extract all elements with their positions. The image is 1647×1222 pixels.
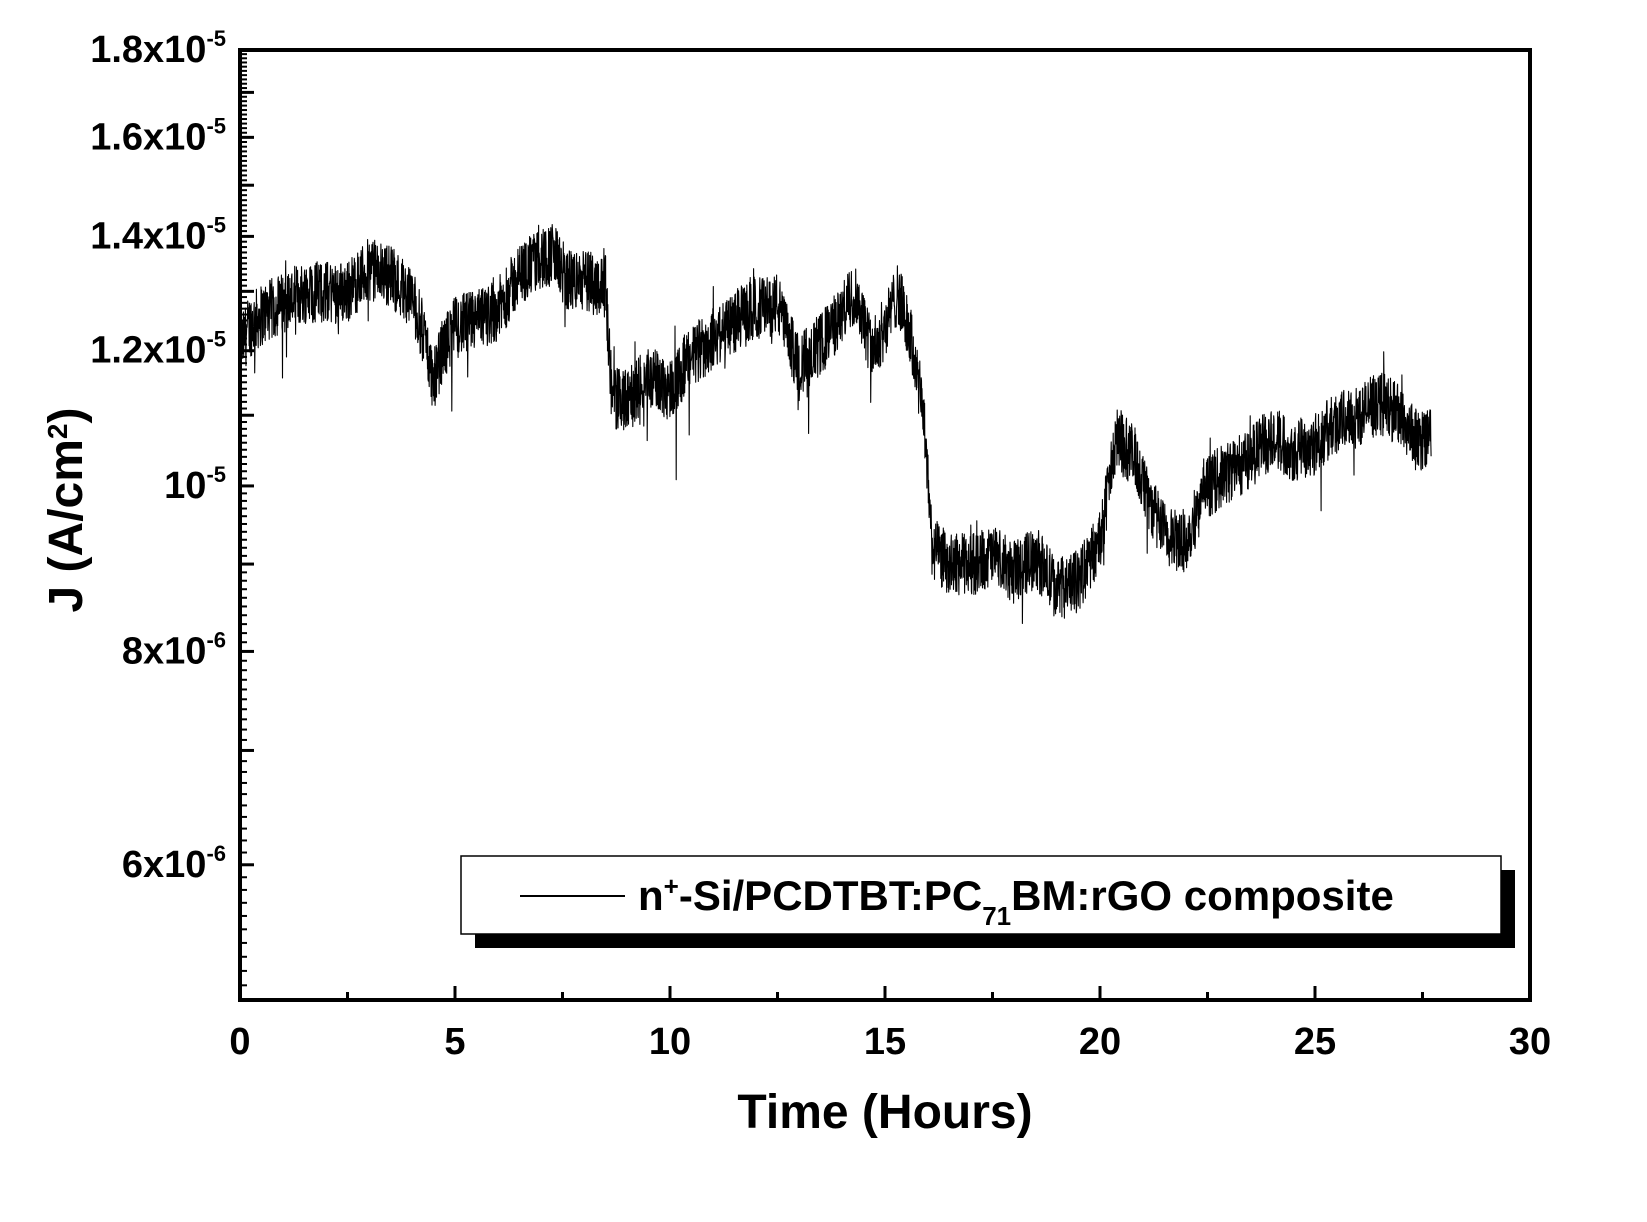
x-tick-label: 0 [229,1021,250,1063]
x-axis-title: Time (Hours) [737,1086,1032,1139]
y-tick-label: 1.8x10-5 [90,26,226,71]
series-group [239,224,1432,625]
x-tick-label: 20 [1079,1021,1121,1063]
x-tick-label: 5 [444,1021,465,1063]
y-tick-label: 1.6x10-5 [90,113,226,158]
y-axis-title-suffix: ) [40,408,93,424]
y-axis-title-sup: 2 [42,424,73,440]
legend-label-part1: n [638,872,664,919]
x-tick-label: 25 [1294,1021,1336,1063]
legend-series-label: n+-Si/PCDTBT:PC71BM:rGO composite [638,871,1394,931]
legend-label-sub: 71 [982,901,1011,931]
y-axis-title: J (A/cm2) [40,408,93,613]
y-tick-label: 8x10-6 [122,627,226,672]
y-tick-label: 1.4x10-5 [90,212,226,257]
legend-label-part2: -Si/PCDTBT:PC [679,872,982,919]
y-tick-label: 1.2x10-5 [90,327,226,372]
legend: n+-Si/PCDTBT:PC71BM:rGO composite [460,855,1515,948]
y-axis-title-prefix: J (A/cm [40,439,93,612]
y-axis-ticks: 6x10-6 8x10-6 10-5 1.2x10-5 1.4x10-5 1.6x10-5… [90,26,254,1002]
series-line [239,224,1432,625]
legend-box [460,855,1502,935]
legend-label-part3: BM:rGO composite [1011,872,1394,919]
x-axis-ticks: 0 5 10 15 20 25 30 [229,986,1551,1063]
y-tick-label: 6x10-6 [122,841,226,886]
x-tick-label: 10 [649,1021,691,1063]
legend-label-sup: + [664,871,679,901]
x-tick-label: 15 [864,1021,906,1063]
x-tick-label: 30 [1509,1021,1551,1063]
y-tick-label: 10-5 [164,462,226,507]
